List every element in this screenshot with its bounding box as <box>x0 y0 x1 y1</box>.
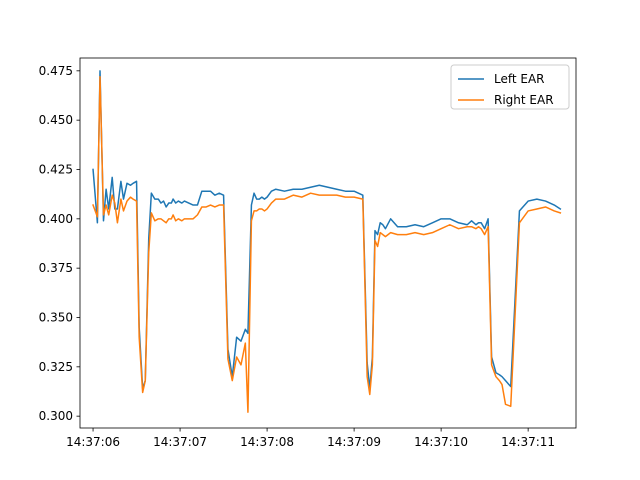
x-tick-label: 14:37:11 <box>501 435 555 449</box>
y-tick-label: 0.400 <box>39 212 73 226</box>
y-tick-label: 0.375 <box>39 261 73 275</box>
y-tick-label: 0.475 <box>39 64 73 78</box>
y-tick-label: 0.450 <box>39 113 73 127</box>
axes-frame <box>79 57 577 429</box>
legend-label: Left EAR <box>494 72 545 86</box>
y-tick-label: 0.300 <box>39 409 73 423</box>
x-tick-label: 14:37:09 <box>327 435 381 449</box>
legend-frame <box>450 64 570 110</box>
y-tick-label: 0.425 <box>39 162 73 176</box>
y-tick-label: 0.350 <box>39 310 73 324</box>
x-tick-label: 14:37:08 <box>240 435 294 449</box>
y-axis: 0.300 0.325 0.350 0.375 0.400 0.425 0.450 0.475 <box>39 64 80 423</box>
y-tick-label: 0.325 <box>39 360 73 374</box>
legend-label: Right EAR <box>494 93 554 107</box>
x-tick-label: 14:37:06 <box>66 435 120 449</box>
plot-series <box>92 70 562 413</box>
x-axis: 14:37:06 14:37:07 14:37:08 14:37:09 14:37:10… <box>66 428 555 449</box>
x-tick-label: 14:37:10 <box>414 435 468 449</box>
series-line-right-ear <box>92 76 562 413</box>
legend: Left EAR Right EAR <box>450 64 570 110</box>
x-tick-label: 14:37:07 <box>153 435 207 449</box>
